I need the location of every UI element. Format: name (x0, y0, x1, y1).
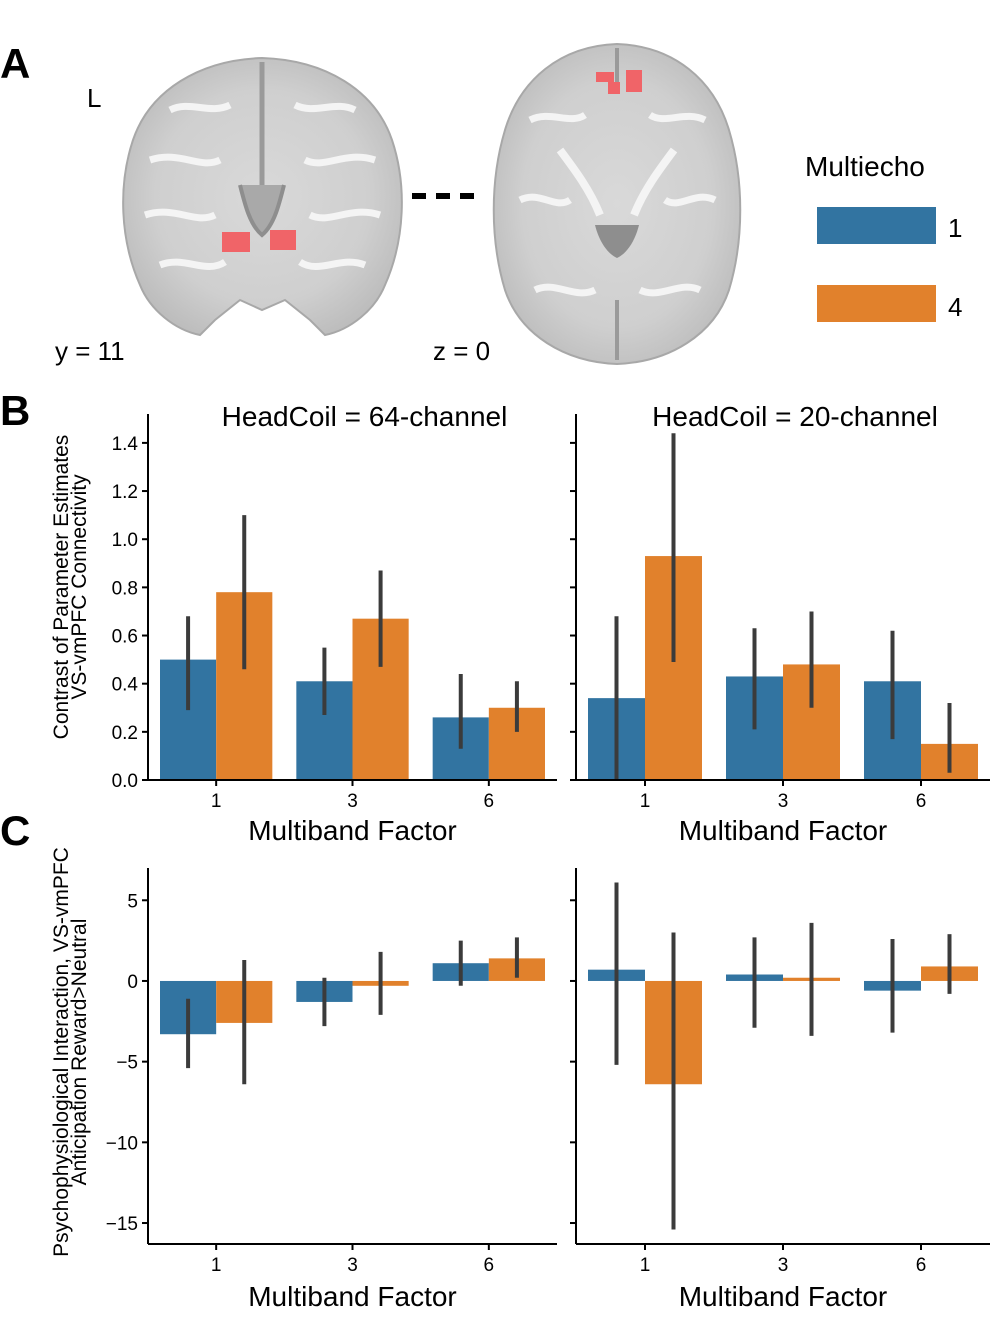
y-tick-label: 0.6 (112, 627, 138, 648)
chart-title: HeadCoil = 20-channel (652, 401, 938, 432)
panel-label-c: C (0, 807, 30, 854)
roi-vmpfc-center (608, 82, 620, 94)
y-tick-label: 0.4 (112, 675, 139, 696)
y-tick-label: 0.8 (112, 578, 138, 599)
legend-swatch-multiecho-1 (817, 207, 936, 244)
y-axis-label-b-line1: Contrast of Parameter Estimates (50, 435, 73, 740)
x-tick-label: 3 (347, 1255, 358, 1276)
y-tick-label: 0.2 (112, 723, 138, 744)
x-tick-label: 6 (916, 791, 927, 812)
y-tick-label: 5 (127, 891, 138, 912)
x-tick-label: 1 (640, 791, 651, 812)
chart-b-64-channel: HeadCoil = 64-channel 0.0 0.2 0.4 0.6 0.8 1.0 1… (112, 401, 557, 846)
y-axis-label-c-line2: Anticipation Reward>Neutral (68, 919, 91, 1186)
x-tick-label: 3 (778, 1255, 789, 1276)
x-axis-label: Multiband Factor (248, 815, 457, 846)
y-tick-label: −10 (106, 1133, 138, 1154)
roi-left-striatum (222, 232, 250, 252)
legend: Multiecho 1 4 (805, 151, 962, 322)
chart-b-20-channel: HeadCoil = 20-channel 1 3 6 Multiband Factor (570, 401, 990, 846)
panel-label-a: A (0, 40, 30, 87)
x-tick-label: 1 (211, 1255, 222, 1276)
y-tick-label: 1.0 (112, 530, 138, 551)
x-tick-label: 3 (778, 791, 789, 812)
axial-slice-label: z = 0 (433, 336, 490, 366)
coronal-slice-label: y = 11 (55, 336, 125, 366)
x-tick-label: 6 (484, 791, 495, 812)
chart-c-20-channel: 1 3 6 Multiband Factor (570, 868, 990, 1312)
roi-right-striatum (270, 230, 296, 250)
legend-label-multiecho-4: 4 (948, 292, 962, 322)
y-tick-label: −15 (106, 1214, 138, 1235)
hemisphere-label: L (87, 83, 101, 113)
x-axis-label: Multiband Factor (248, 1281, 457, 1312)
roi-vmpfc-left (596, 72, 614, 82)
roi-vmpfc-right (626, 70, 642, 92)
y-axis-label-b-line2: VS-vmPFC Connectivity (68, 474, 91, 700)
legend-title: Multiecho (805, 151, 925, 182)
y-tick-label: 1.4 (112, 434, 139, 455)
x-axis-label: Multiband Factor (679, 1281, 888, 1312)
x-tick-label: 1 (211, 791, 222, 812)
x-tick-label: 6 (484, 1255, 495, 1276)
y-tick-label: 0 (127, 972, 138, 993)
legend-swatch-multiecho-4 (817, 285, 936, 322)
coronal-brain-slice (122, 56, 403, 337)
y-tick-label: −5 (116, 1053, 138, 1074)
legend-label-multiecho-1: 1 (948, 213, 962, 243)
chart-title: HeadCoil = 64-channel (222, 401, 508, 432)
chart-c-64-channel: 5 0 −5 −10 −15 1 3 6 Multiband Factor (106, 868, 557, 1312)
y-axis-label-c-line1: Psychophysiological Interaction, VS-vmPF… (50, 847, 73, 1257)
x-tick-label: 6 (916, 1255, 927, 1276)
x-tick-label: 3 (347, 791, 358, 812)
y-tick-label: 0.0 (112, 771, 138, 792)
x-tick-label: 1 (640, 1255, 651, 1276)
axial-brain-slice (492, 42, 742, 366)
panel-label-b: B (0, 387, 30, 434)
y-tick-label: 1.2 (112, 482, 138, 503)
x-axis-label: Multiband Factor (679, 815, 888, 846)
